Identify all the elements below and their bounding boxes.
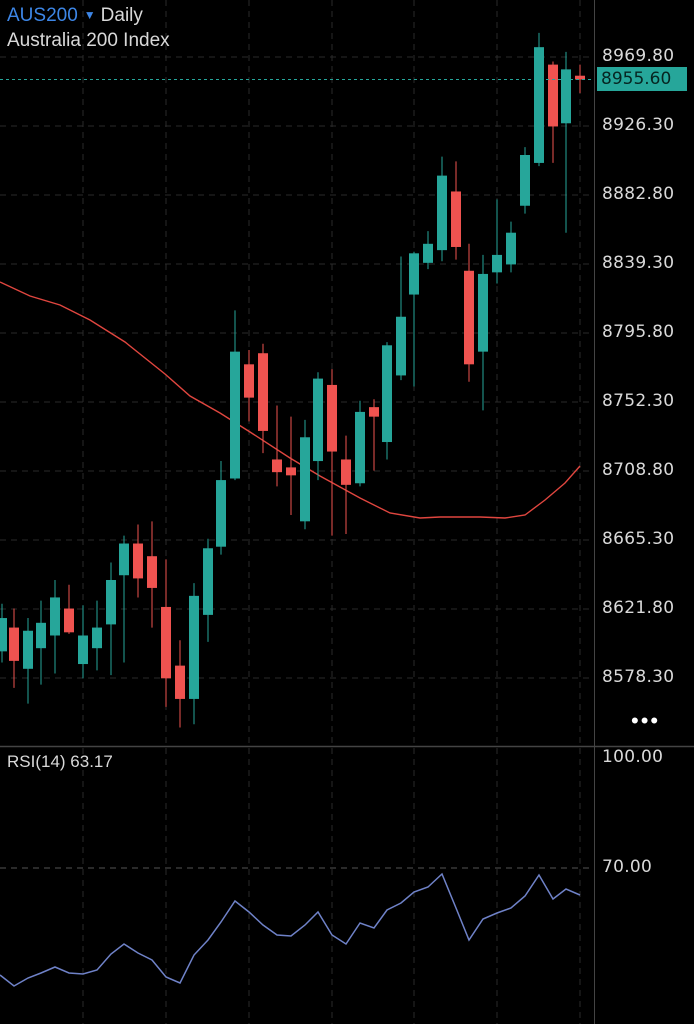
candle-body[interactable] xyxy=(92,627,102,649)
candle-body[interactable] xyxy=(313,378,323,462)
candle-body[interactable] xyxy=(327,384,337,452)
symbol-name[interactable]: AUS200 xyxy=(7,5,78,26)
candle-body[interactable] xyxy=(50,597,60,636)
price-axis-label: 8621.80 xyxy=(602,598,675,618)
interval-label[interactable]: Daily xyxy=(100,5,143,26)
price-axis-label: 8578.30 xyxy=(602,667,675,687)
candle-body[interactable] xyxy=(437,175,447,251)
candle-body[interactable] xyxy=(409,253,419,295)
candle-body[interactable] xyxy=(506,232,516,265)
candle-body[interactable] xyxy=(23,630,33,669)
rsi-label[interactable]: RSI(14) 63.17 xyxy=(7,752,113,771)
price-axis-label: 8708.80 xyxy=(602,460,675,480)
price-axis-label: 8926.30 xyxy=(602,115,675,135)
candle-body[interactable] xyxy=(272,459,282,473)
candle-body[interactable] xyxy=(230,351,240,479)
candle-body[interactable] xyxy=(78,635,88,665)
candle-body[interactable] xyxy=(0,618,7,652)
candle-body[interactable] xyxy=(423,243,433,263)
symbol-header[interactable]: AUS200 ▼ Daily Australia 200 Index xyxy=(7,4,170,53)
price-axis-label: 8969.80 xyxy=(602,46,675,66)
price-axis-label: 8882.80 xyxy=(602,184,675,204)
more-options-icon[interactable]: ••• xyxy=(631,708,661,733)
candle-body[interactable] xyxy=(341,459,351,485)
candle-body[interactable] xyxy=(286,467,296,476)
candle-body[interactable] xyxy=(133,543,143,579)
candle-body[interactable] xyxy=(382,345,392,443)
price-axis-label: 8665.30 xyxy=(602,529,675,549)
price-axis-label: 8752.30 xyxy=(602,391,675,411)
candle-body[interactable] xyxy=(355,411,365,484)
candle-body[interactable] xyxy=(561,69,571,124)
symbol-dropdown-icon[interactable]: ▼ xyxy=(83,8,96,22)
candle-body[interactable] xyxy=(106,579,116,625)
instrument-name: Australia 200 Index xyxy=(7,30,170,51)
candle-body[interactable] xyxy=(244,364,254,398)
price-axis-label: 8795.80 xyxy=(602,322,675,342)
candle-body[interactable] xyxy=(396,316,406,376)
candle-body[interactable] xyxy=(175,665,185,699)
candle-body[interactable] xyxy=(203,548,213,615)
candle-body[interactable] xyxy=(189,595,199,699)
candle-body[interactable] xyxy=(258,353,268,431)
rsi-axis-label: 70.00 xyxy=(602,857,653,877)
candle-body[interactable] xyxy=(36,622,46,649)
price-axis-label: 8839.30 xyxy=(602,253,675,273)
candle-body[interactable] xyxy=(64,608,74,633)
candle-body[interactable] xyxy=(492,254,502,273)
candle-body[interactable] xyxy=(575,75,585,80)
candle-body[interactable] xyxy=(478,273,488,352)
current-price-tag: 8955.60 xyxy=(597,67,687,91)
candle-body[interactable] xyxy=(369,407,379,417)
candle-body[interactable] xyxy=(520,155,530,206)
candle-body[interactable] xyxy=(147,556,157,588)
candle-body[interactable] xyxy=(216,480,226,547)
rsi-axis-label: 100.00 xyxy=(602,747,664,767)
candle-body[interactable] xyxy=(300,437,310,522)
candle-body[interactable] xyxy=(161,606,171,679)
candle-body[interactable] xyxy=(119,543,129,576)
candle-body[interactable] xyxy=(534,47,544,163)
candle-body[interactable] xyxy=(9,627,19,661)
candle-body[interactable] xyxy=(451,191,461,247)
candle-body[interactable] xyxy=(464,270,474,365)
moving-average-line xyxy=(0,281,581,519)
rsi-line xyxy=(0,872,581,987)
candle-body[interactable] xyxy=(548,64,558,127)
